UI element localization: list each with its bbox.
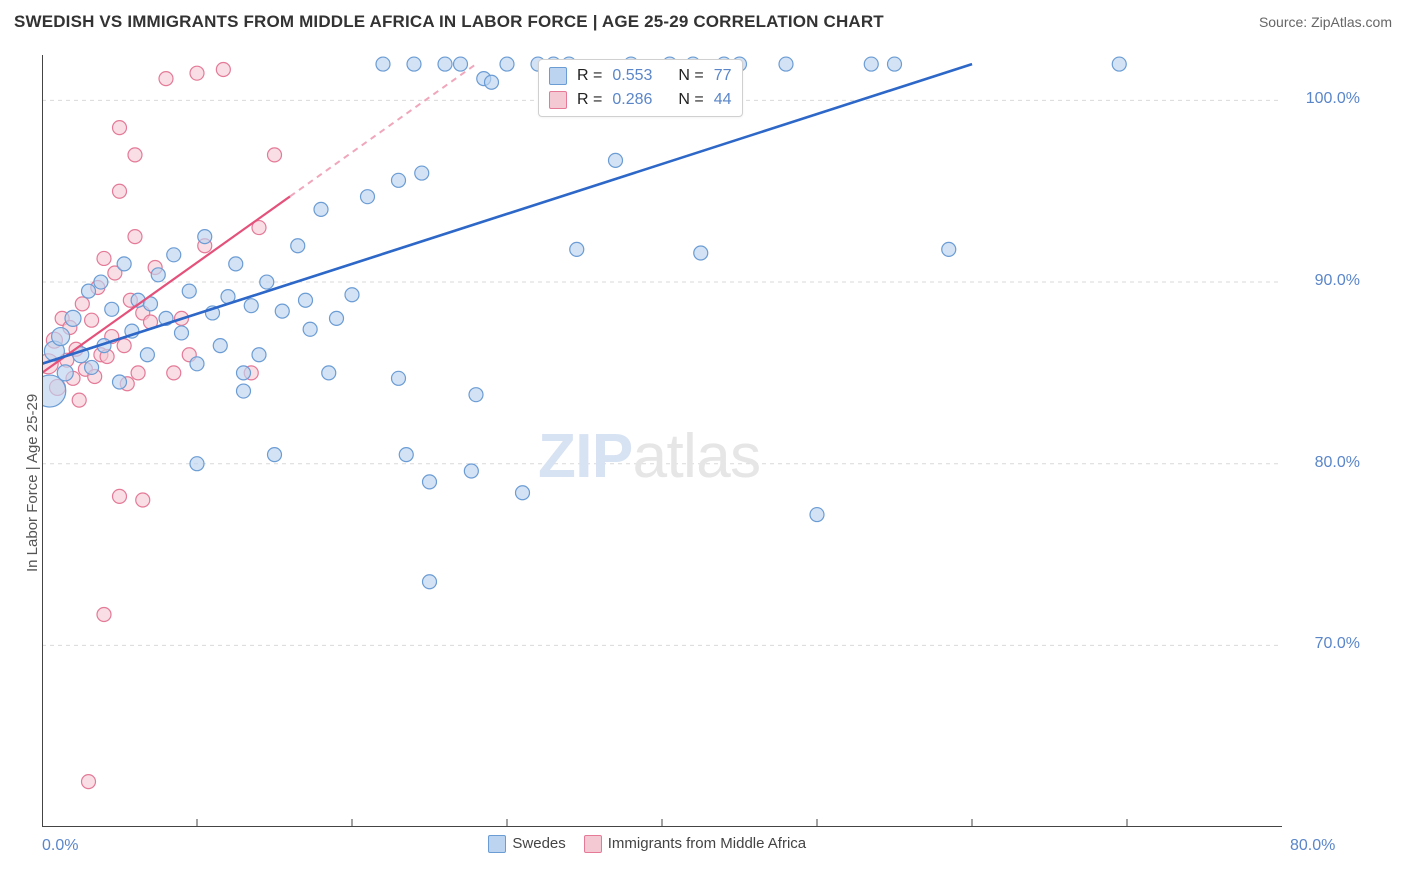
- correlation-legend: R =0.553N =77R =0.286N =44: [538, 59, 743, 117]
- legend-swatch: [549, 67, 567, 85]
- legend-swatch: [488, 835, 506, 853]
- y-tick-label: 70.0%: [1290, 635, 1360, 653]
- x-tick-right: 80.0%: [1290, 837, 1335, 855]
- x-tick-left: 0.0%: [42, 837, 78, 855]
- y-axis-label: In Labor Force | Age 25-29: [24, 394, 41, 572]
- legend-swatch: [549, 91, 567, 109]
- chart-title: SWEDISH VS IMMIGRANTS FROM MIDDLE AFRICA…: [14, 12, 884, 32]
- y-tick-label: 90.0%: [1290, 272, 1360, 290]
- series-legend: Swedes Immigrants from Middle Africa: [488, 835, 806, 853]
- legend-label: Immigrants from Middle Africa: [608, 835, 806, 852]
- source-label: Source: ZipAtlas.com: [1259, 14, 1392, 30]
- chart-container: SWEDISH VS IMMIGRANTS FROM MIDDLE AFRICA…: [0, 0, 1406, 892]
- source-link[interactable]: ZipAtlas.com: [1311, 14, 1392, 30]
- legend-swatch: [584, 835, 602, 853]
- legend-item[interactable]: Swedes: [488, 835, 565, 853]
- scatter-plot: [42, 55, 1282, 827]
- correlation-row: R =0.553N =77: [549, 64, 732, 88]
- y-tick-label: 80.0%: [1290, 454, 1360, 472]
- source-prefix: Source:: [1259, 14, 1311, 30]
- correlation-row: R =0.286N =44: [549, 88, 732, 112]
- y-tick-label: 100.0%: [1290, 90, 1360, 108]
- legend-item[interactable]: Immigrants from Middle Africa: [584, 835, 806, 853]
- legend-label: Swedes: [512, 835, 565, 852]
